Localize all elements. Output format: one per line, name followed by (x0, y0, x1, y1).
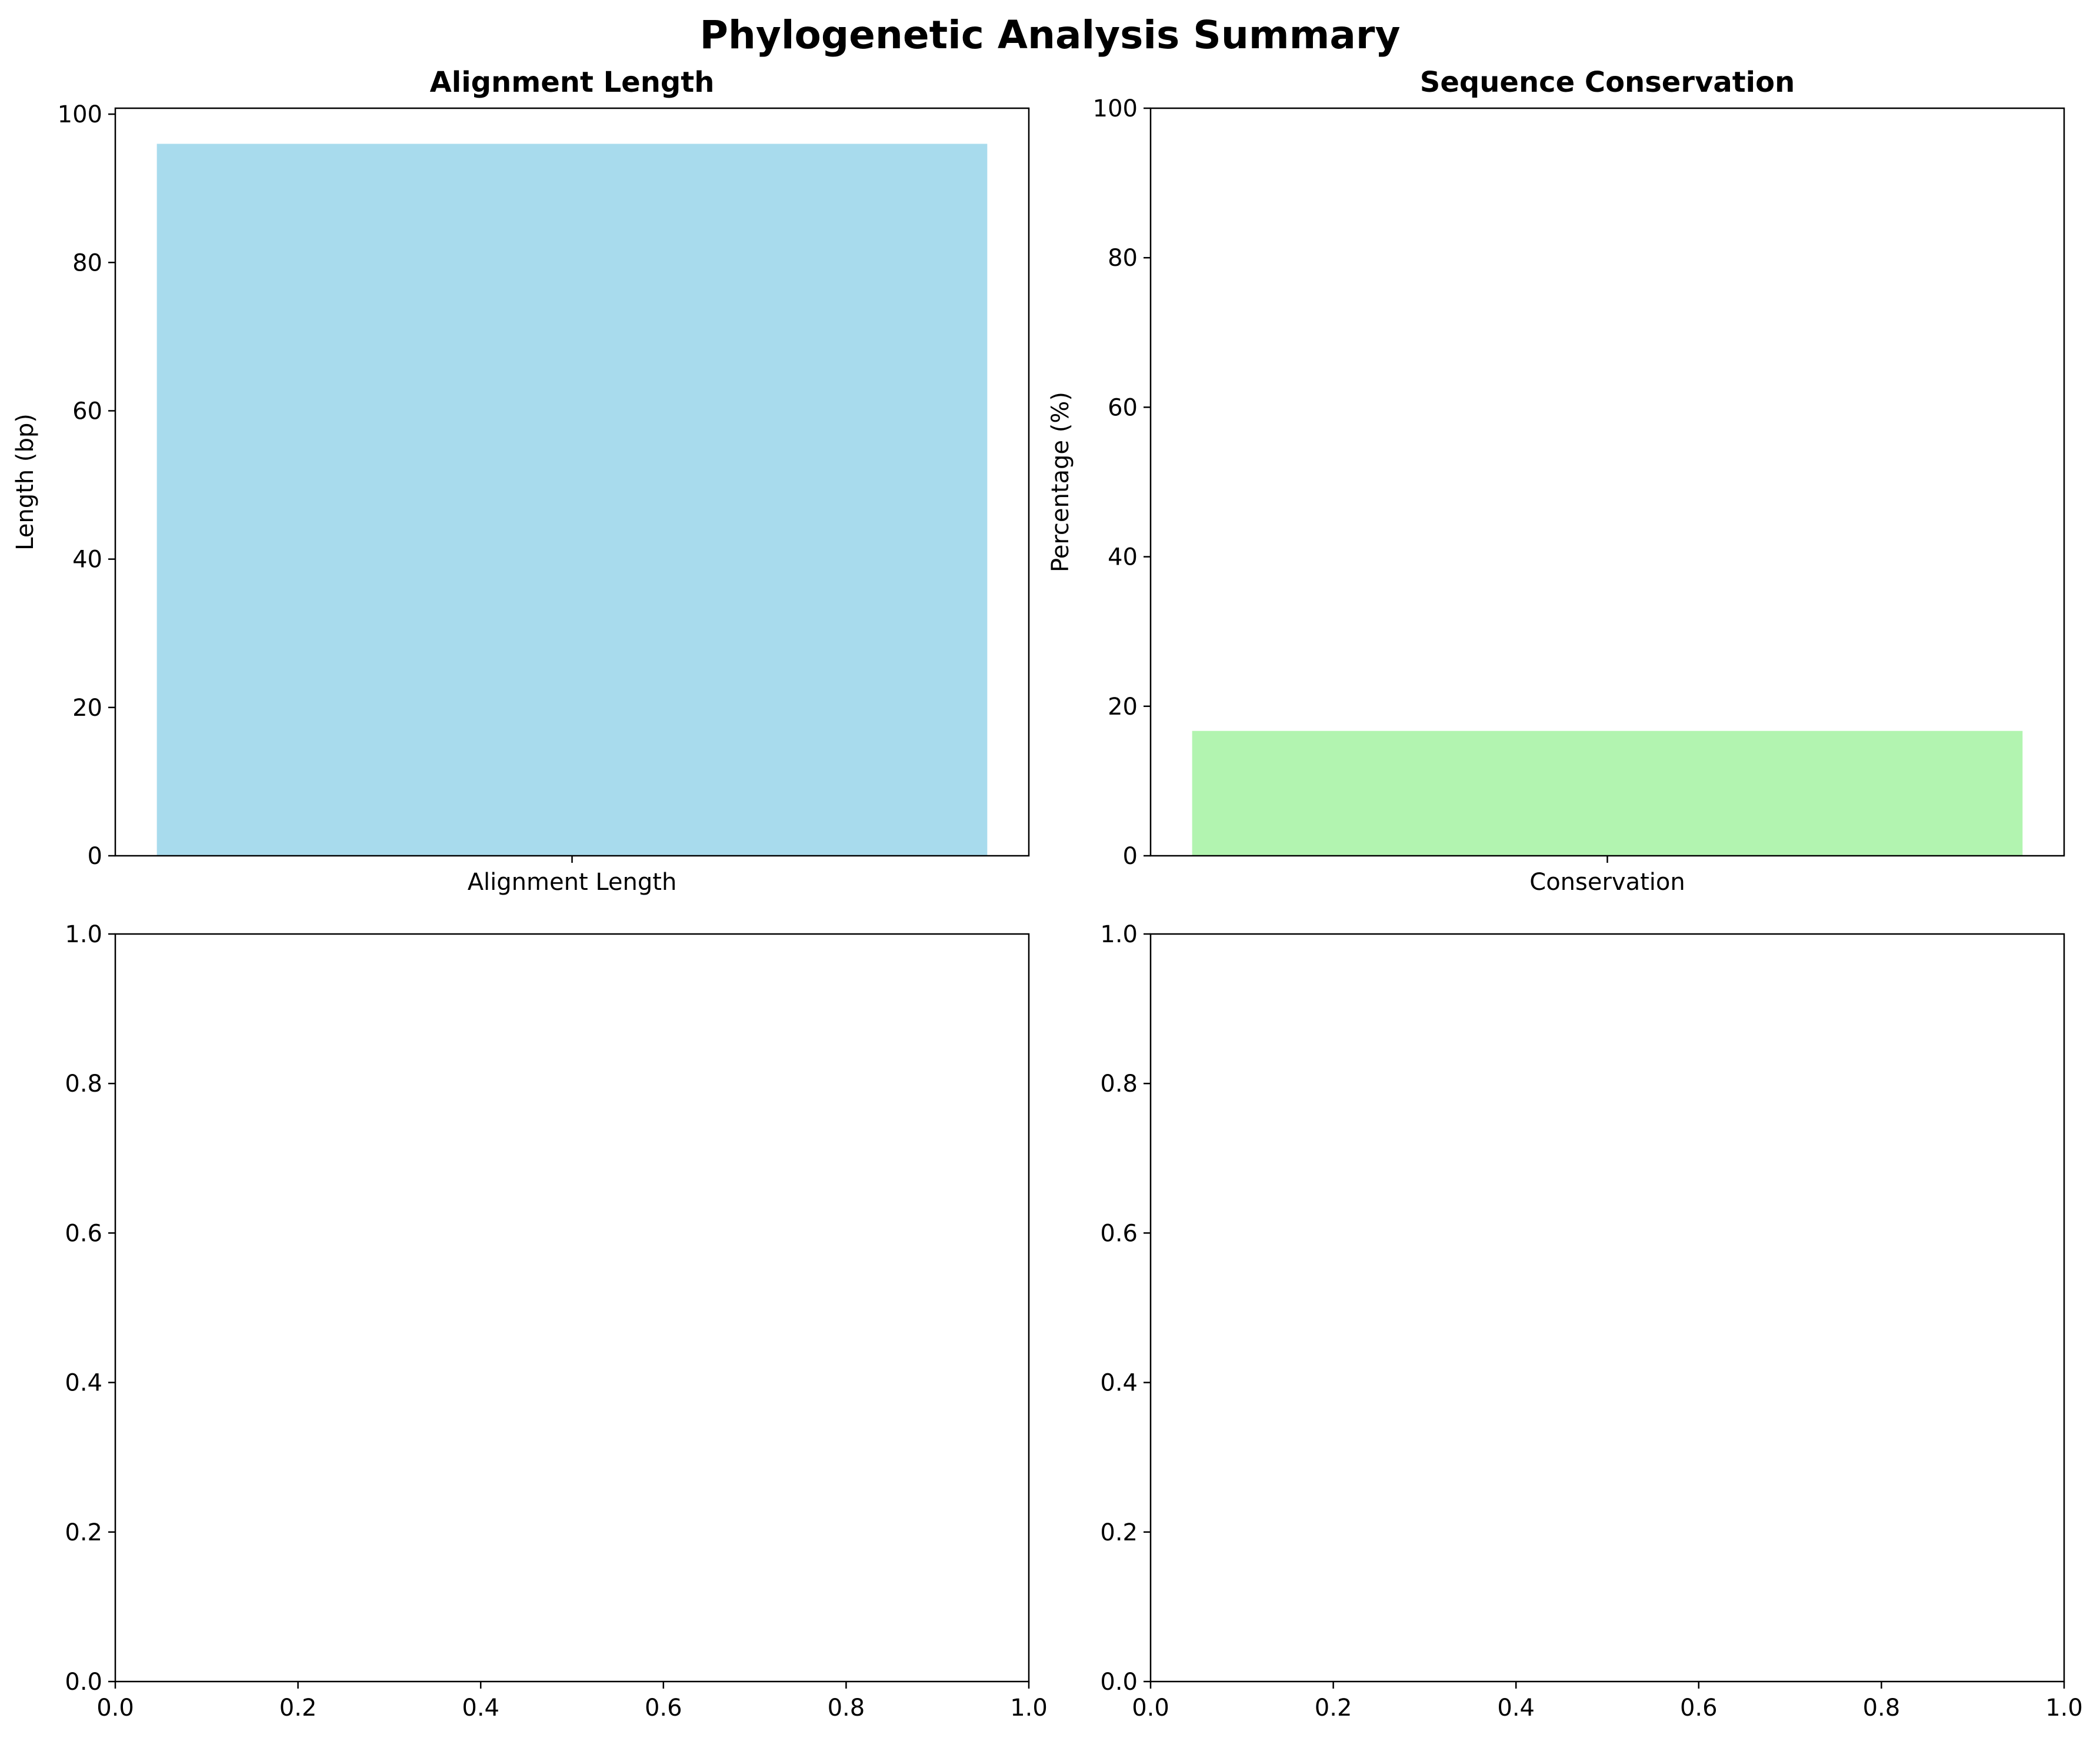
y-tick-label: 0.4 (65, 1370, 102, 1397)
y-tick-label: 0.0 (65, 1669, 102, 1696)
axes-frame (1149, 107, 2065, 857)
y-tick-label: 0 (88, 843, 102, 870)
x-tick-label: 0.2 (279, 1694, 317, 1722)
y-tick-label: 60 (72, 398, 102, 425)
y-tick-label: 40 (1108, 544, 1138, 571)
x-tick-label: 1.0 (1010, 1694, 1048, 1722)
subplots: Alignment Length 0 20 40 60 80 100 Alignment Le… (12, 66, 2083, 1722)
y-tick-label: 0.2 (65, 1519, 102, 1546)
y-tick-label: 80 (1108, 245, 1138, 272)
y-tick-label: 100 (58, 101, 102, 128)
y-tick-label: 0.2 (1100, 1519, 1138, 1546)
axes-frame (114, 107, 1030, 857)
subplot-1: Alignment Length 0 20 40 60 80 100 Alignment Le… (12, 66, 1030, 896)
subplot-title: Sequence Conservation (1420, 66, 1795, 99)
x-tick-label: 0.4 (462, 1694, 499, 1722)
y-tick-label: 1.0 (65, 921, 102, 948)
subplot-title: Alignment Length (430, 66, 715, 99)
x-tick-label: 0.0 (1132, 1694, 1169, 1722)
figure-title: Phylogenetic Analysis Summary (700, 12, 1401, 58)
y-tick-label: 20 (72, 695, 102, 722)
y-axis-label: Percentage (%) (1047, 392, 1074, 572)
subplot-4: 0.0 0.2 0.4 0.6 0.8 1.0 0.0 0.2 0.4 0.6 0.8 1.0 (1100, 921, 2082, 1722)
y-tick-label: 20 (1108, 693, 1138, 720)
subplot-3: 0.0 0.2 0.4 0.6 0.8 1.0 0.0 0.2 0.4 0.6 0.8 1.0 (65, 921, 1047, 1722)
y-tick-label: 0.6 (65, 1220, 102, 1247)
y-tick-label: 0 (1123, 843, 1138, 870)
x-tick-label: 0.6 (645, 1694, 682, 1722)
y-tick-label: 0.8 (65, 1070, 102, 1097)
axes-frame (1149, 933, 2065, 1683)
y-tick-label: 0.8 (1100, 1070, 1138, 1097)
y-tick-label: 40 (72, 546, 102, 573)
y-tick-label: 60 (1108, 394, 1138, 421)
x-tick-label: Alignment Length (468, 869, 677, 896)
x-tick-label: 0.4 (1497, 1694, 1535, 1722)
subplot-2: Conservation 0 20 40 60 80 100 Sequence Conserv… (1047, 66, 2065, 896)
y-tick-label: 100 (1093, 95, 1138, 122)
y-tick-label: 0.4 (1100, 1370, 1138, 1397)
x-tick-label: 0.0 (96, 1694, 134, 1722)
y-axis-label: Length (bp) (12, 413, 39, 551)
y-tick-label: 0.0 (1100, 1669, 1138, 1696)
x-tick-label: 0.2 (1315, 1694, 1352, 1722)
y-tick-label: 80 (72, 249, 102, 276)
x-tick-label: 0.8 (828, 1694, 865, 1722)
x-tick-label: 0.6 (1680, 1694, 1718, 1722)
y-tick-label: 1.0 (1100, 921, 1138, 948)
bar-alignment-length (156, 144, 988, 856)
axes-frame (114, 933, 1030, 1683)
x-tick-label: Conservation (1529, 869, 1685, 896)
bar-conservation (1192, 730, 2023, 856)
x-tick-label: 0.8 (1863, 1694, 1901, 1722)
y-tick-label: 0.6 (1100, 1220, 1138, 1247)
x-tick-label: 1.0 (2045, 1694, 2083, 1722)
